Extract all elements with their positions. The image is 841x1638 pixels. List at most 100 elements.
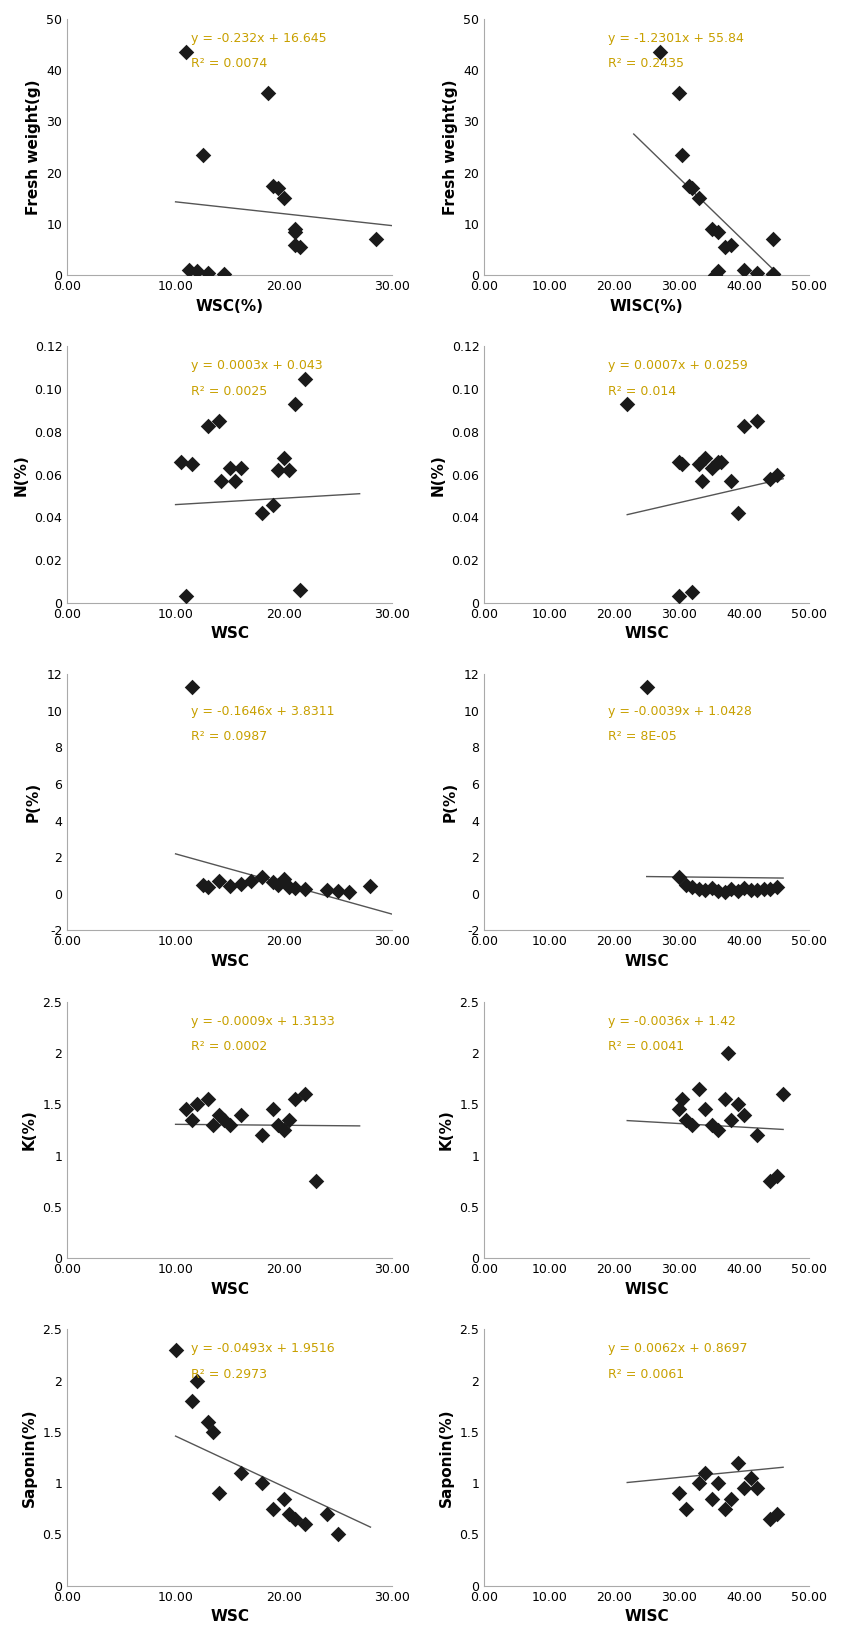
Point (718, 880, 732, 906)
Point (185, 1107, 198, 1133)
Point (692, 1076, 706, 1102)
Point (218, 1107, 231, 1133)
Y-axis label: Saponin(%): Saponin(%) (22, 1409, 37, 1507)
Point (180, 583, 193, 609)
Point (724, 468, 738, 495)
Point (731, 1450, 744, 1476)
Point (201, 413, 214, 439)
Point (738, 257, 751, 283)
Text: y = 0.0007x + 0.0259: y = 0.0007x + 0.0259 (608, 359, 748, 372)
Point (770, 1163, 783, 1189)
Text: R² = 8E-05: R² = 8E-05 (608, 731, 676, 744)
Point (245, 868, 258, 894)
Point (288, 1505, 301, 1532)
Point (369, 226, 383, 252)
Point (673, 80, 686, 106)
Point (283, 1500, 296, 1527)
Y-axis label: K(%): K(%) (22, 1109, 37, 1150)
Point (640, 673, 653, 699)
Point (685, 1112, 699, 1138)
Point (770, 875, 783, 901)
Point (767, 226, 780, 252)
Point (750, 1476, 764, 1502)
Text: y = -0.0039x + 1.0428: y = -0.0039x + 1.0428 (608, 704, 752, 717)
Point (182, 257, 195, 283)
Point (673, 449, 686, 475)
Point (201, 1086, 214, 1112)
Point (692, 1469, 706, 1495)
Point (731, 878, 744, 904)
Y-axis label: N(%): N(%) (431, 454, 446, 496)
Point (673, 583, 686, 609)
Point (621, 391, 634, 418)
Point (757, 876, 770, 903)
Point (718, 234, 732, 260)
Y-axis label: Fresh weight(g): Fresh weight(g) (443, 79, 458, 215)
Point (267, 172, 280, 198)
Point (278, 867, 291, 893)
Point (705, 216, 718, 242)
Point (256, 1469, 269, 1495)
Point (692, 450, 706, 477)
Point (309, 1168, 323, 1194)
Point (711, 449, 725, 475)
Text: R² = 0.2973: R² = 0.2973 (191, 1368, 267, 1381)
Point (724, 231, 738, 257)
Point (711, 878, 725, 904)
Point (288, 218, 301, 244)
Point (299, 1081, 312, 1107)
Point (692, 876, 706, 903)
Point (750, 1122, 764, 1148)
Point (776, 1081, 790, 1107)
Y-axis label: P(%): P(%) (26, 783, 41, 822)
X-axis label: WSC: WSC (210, 1609, 249, 1625)
Point (174, 449, 188, 475)
Point (738, 875, 751, 901)
Point (272, 871, 285, 898)
Point (288, 216, 301, 242)
Point (738, 1476, 751, 1502)
Point (234, 1101, 247, 1127)
Point (320, 876, 334, 903)
Point (679, 1107, 692, 1133)
Point (256, 1122, 269, 1148)
Point (191, 1091, 204, 1117)
Point (288, 875, 301, 901)
X-axis label: WISC: WISC (624, 1609, 669, 1625)
Point (299, 876, 312, 903)
Point (764, 876, 777, 903)
Point (744, 1464, 758, 1491)
Point (223, 1112, 236, 1138)
Point (229, 468, 242, 495)
Point (331, 1522, 345, 1548)
Text: y = -1.2301x + 55.84: y = -1.2301x + 55.84 (608, 31, 743, 44)
X-axis label: WSC: WSC (210, 626, 249, 642)
Text: R² = 0.0074: R² = 0.0074 (191, 57, 267, 70)
Point (180, 39, 193, 66)
Text: R² = 0.0025: R² = 0.0025 (191, 385, 267, 398)
Point (698, 1459, 711, 1486)
Point (770, 462, 783, 488)
Point (711, 259, 725, 285)
Point (698, 444, 711, 470)
X-axis label: WSC: WSC (210, 953, 249, 970)
Point (711, 1469, 725, 1495)
Point (234, 1459, 247, 1486)
Point (278, 1486, 291, 1512)
Text: y = -0.0036x + 1.42: y = -0.0036x + 1.42 (608, 1014, 736, 1027)
Point (750, 260, 764, 287)
Point (750, 876, 764, 903)
Point (715, 449, 728, 475)
Point (673, 1481, 686, 1507)
Point (288, 231, 301, 257)
Point (214, 468, 228, 495)
Point (267, 491, 280, 518)
Point (718, 1495, 732, 1522)
Point (212, 868, 225, 894)
Point (196, 871, 209, 898)
Point (288, 391, 301, 418)
Y-axis label: Saponin(%): Saponin(%) (439, 1409, 454, 1507)
Point (191, 1368, 204, 1394)
Point (218, 260, 231, 287)
Text: y = -0.0493x + 1.9516: y = -0.0493x + 1.9516 (191, 1342, 335, 1355)
